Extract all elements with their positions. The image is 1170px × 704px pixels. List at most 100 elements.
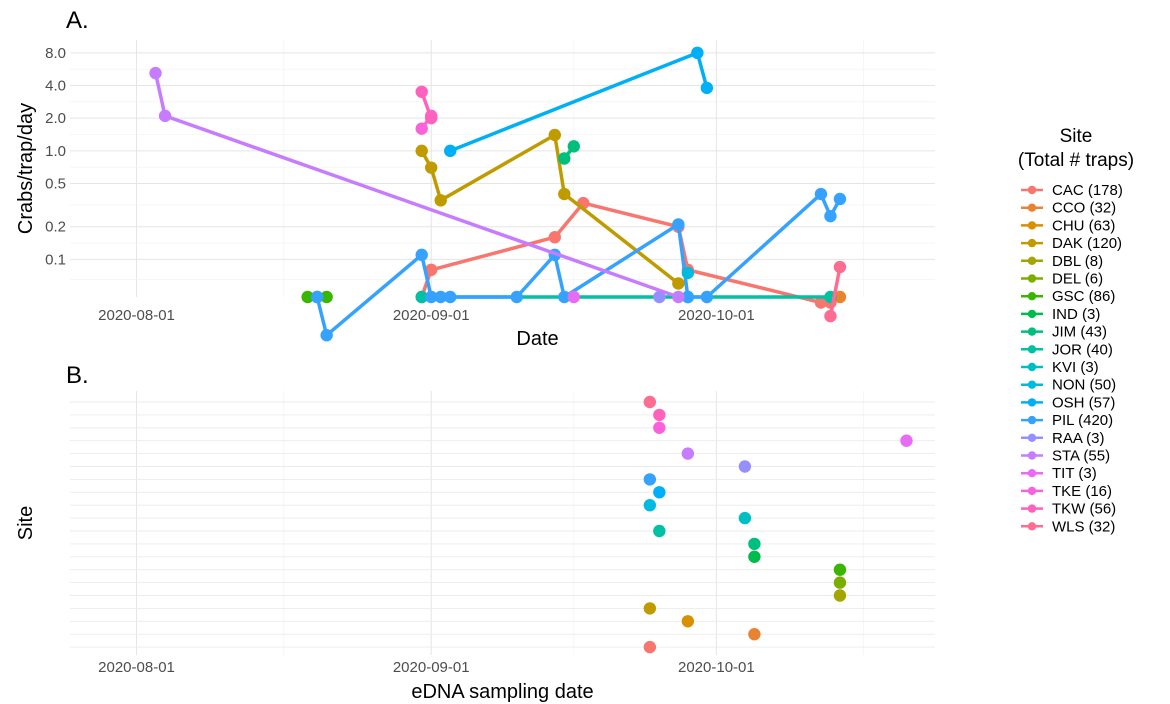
legend-key-point (1027, 451, 1037, 460)
legend-items: CAC (178)CCO (32)CHU (63)DAK (120)DBL (8… (1021, 182, 1123, 535)
series-line-wls (828, 265, 842, 318)
legend-item-kvi: KVI (3) (1021, 359, 1099, 376)
point-jor (415, 290, 428, 304)
legend-item-label: TKW (56) (1052, 501, 1116, 518)
edna-point-ind (748, 550, 761, 563)
legend-key-point (1027, 469, 1037, 478)
legend-key-point (1027, 433, 1037, 442)
point-sta (158, 109, 172, 123)
legend-item-label: DBL (8) (1052, 253, 1103, 270)
panel-a-x-axis-title: Date (516, 328, 558, 350)
edna-point-jim (748, 537, 761, 551)
panel-b-y-axis-title: Site (15, 506, 37, 540)
point-cac (425, 263, 438, 277)
point-jim (567, 140, 580, 153)
legend-key-point (1027, 292, 1037, 301)
point-pil (434, 290, 447, 304)
point-pil (700, 290, 714, 304)
legend-item-label: CAC (178) (1052, 182, 1123, 199)
edna-point-dak (643, 602, 657, 615)
edna-point-raa (738, 460, 752, 473)
edna-point-tkw (653, 408, 666, 422)
edna-point-dbl (833, 589, 847, 602)
series-cco (833, 290, 847, 304)
point-sta (672, 290, 685, 304)
point-pil (814, 187, 828, 201)
point-tit (567, 290, 580, 304)
panel-b-x-tick-label: 2020-09-01 (393, 659, 470, 676)
legend-item-raa: RAA (3) (1021, 430, 1105, 447)
legend-item-tke: TKE (16) (1021, 483, 1112, 500)
point-cco (833, 290, 847, 304)
edna-point-sta (681, 447, 695, 460)
legend-item-cac: CAC (178) (1021, 182, 1123, 199)
point-cac (814, 296, 828, 309)
point-osh (444, 144, 457, 158)
panel-a-y-tick-label: 0.2 (45, 219, 66, 236)
legend-key-point (1027, 398, 1037, 407)
legend-item-label: DEL (6) (1052, 271, 1103, 288)
legend-item-tkw: TKW (56) (1021, 501, 1116, 518)
point-pil (558, 290, 571, 304)
series-osh (444, 46, 714, 158)
point-sta (149, 66, 162, 80)
point-pil (444, 290, 457, 304)
legend-item-label: STA (55) (1052, 448, 1110, 465)
legend-key-point (1027, 238, 1037, 248)
panel-a-label: A. (66, 7, 89, 34)
panel-a-plot: 0.1 0.2 0.5 1.0 2.0 4.0 8.0 2020-08-01 2020-09-0… (15, 40, 935, 350)
point-wls (824, 309, 837, 323)
panel-a-x-tick-label: 2020-10-01 (678, 307, 755, 324)
legend-key-point (1027, 309, 1037, 319)
legend-item-label: TIT (3) (1052, 465, 1097, 482)
point-tke (415, 122, 428, 135)
panel-b-x-axis-title: eDNA sampling date (411, 681, 593, 703)
edna-point-jor (653, 524, 666, 538)
legend-item-gsc: GSC (86) (1021, 288, 1115, 305)
legend-title-line1: Site (1060, 126, 1093, 147)
legend-item-sta: STA (55) (1021, 448, 1110, 465)
legend-key-point (1027, 522, 1037, 531)
point-jim (558, 152, 571, 165)
legend-item-label: DAK (120) (1052, 235, 1122, 252)
panel-b-x-tick-label: 2020-10-01 (678, 659, 755, 676)
series-line-sta (153, 71, 681, 299)
panel-b-grid (70, 391, 935, 655)
series-cac (415, 196, 837, 309)
edna-point-osh (653, 486, 666, 499)
series-raa (653, 290, 666, 304)
edna-point-kvi (738, 511, 752, 525)
point-pil (415, 248, 428, 262)
legend-key-point (1027, 185, 1037, 195)
point-dak (558, 187, 571, 201)
edna-point-tke (653, 421, 666, 434)
panel-a-y-tick-label: 2.0 (45, 110, 66, 127)
edna-point-tit (900, 434, 913, 447)
point-dak (425, 161, 438, 174)
edna-point-chu (681, 615, 695, 628)
legend-item-label: JOR (40) (1052, 341, 1113, 358)
legend-item-label: KVI (3) (1052, 359, 1099, 376)
legend-key-point (1027, 380, 1037, 389)
legend-item-label: WLS (32) (1052, 518, 1115, 535)
point-wls (833, 260, 847, 274)
panel-b-label: B. (66, 362, 89, 389)
panel-a-y-tick-label: 8.0 (45, 45, 66, 62)
legend-item-del: DEL (6) (1021, 271, 1103, 288)
series-sta (149, 66, 685, 304)
point-gsc (301, 290, 314, 304)
legend-item-jim: JIM (43) (1021, 324, 1107, 341)
point-osh (700, 81, 714, 95)
edna-point-gsc (833, 563, 847, 576)
legend-item-label: RAA (3) (1052, 430, 1105, 447)
point-non (681, 266, 695, 280)
series-wls (824, 260, 847, 323)
panel-a-grid (70, 40, 935, 297)
edna-point-cco (748, 628, 761, 641)
point-raa (653, 290, 666, 304)
point-pil (672, 218, 685, 231)
series-jim (558, 140, 580, 165)
series-dak (415, 128, 685, 290)
edna-point-non (643, 499, 657, 512)
panel-a-y-tick-label: 4.0 (45, 77, 66, 94)
